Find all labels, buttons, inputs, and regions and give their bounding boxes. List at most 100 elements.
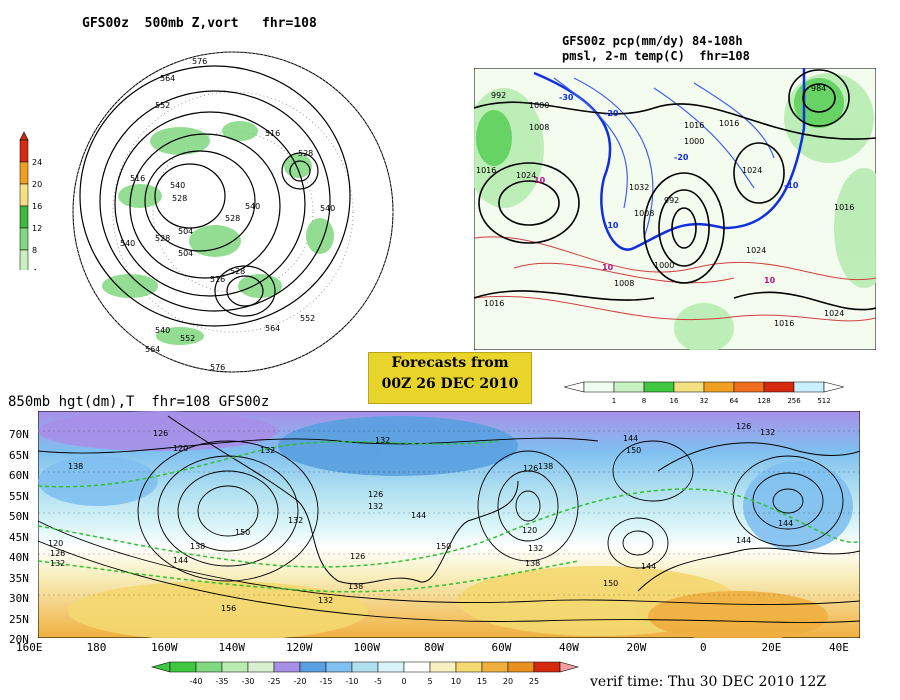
isobar-label: 1024 xyxy=(824,309,844,318)
contour-label: 150 xyxy=(235,528,250,537)
colorbar-label: 20 xyxy=(503,677,513,686)
temp-label: -10 xyxy=(784,181,799,190)
colorbar-swatch xyxy=(19,139,29,163)
colorbar-label: -25 xyxy=(267,677,280,686)
colorbar-swatch xyxy=(169,661,197,673)
contour-label: 150 xyxy=(626,446,641,455)
panel-pcp-title-1: GFS00z pcp(mm/dy) 84-108h xyxy=(562,34,743,48)
colorbar-label: -30 xyxy=(241,677,254,686)
forecast-line-2: 00Z 26 DEC 2010 xyxy=(381,376,519,392)
colorbar-swatch xyxy=(481,661,509,673)
colorbar-label: 16 xyxy=(32,202,42,211)
colorbar-swatch xyxy=(429,661,457,673)
lon-label: 80W xyxy=(424,641,444,654)
contour-label: 504 xyxy=(178,249,193,258)
colorbar-arrow-left xyxy=(563,381,585,393)
contour-label: 138 xyxy=(68,462,83,471)
contour-label: 138 xyxy=(538,462,553,471)
isobar-label: 984 xyxy=(811,84,826,93)
contour-label: 564 xyxy=(145,345,160,354)
colorbar-label: 128 xyxy=(757,397,770,405)
colorbar-label: 5 xyxy=(427,677,432,686)
contour-label: 144 xyxy=(173,556,188,565)
contour-label: 540 xyxy=(155,326,170,335)
contour-label: 516 xyxy=(210,275,225,284)
temp-label: 10 xyxy=(534,176,546,185)
contour-label: 576 xyxy=(192,57,207,66)
colorbar-label: 25 xyxy=(529,677,539,686)
colorbar-swatch xyxy=(195,661,223,673)
contour-label: 576 xyxy=(210,363,225,372)
lat-label: 45N xyxy=(9,530,29,544)
colorbar-swatch xyxy=(247,661,275,673)
isobar-label: 1016 xyxy=(774,319,794,328)
colorbar-label: 256 xyxy=(787,397,801,405)
colorbar-swatch xyxy=(733,381,765,393)
colorbar-arrow-right xyxy=(559,661,580,673)
contour-label: 126 xyxy=(368,490,383,499)
contour-label: 528 xyxy=(155,234,170,243)
isobar-label: 1024 xyxy=(742,166,762,175)
colorbar-swatch xyxy=(19,205,29,229)
contour-label: 528 xyxy=(230,267,245,276)
lon-label: 40W xyxy=(559,641,579,654)
isobar-label: 1016 xyxy=(476,166,496,175)
colorbar-label: 10 xyxy=(451,677,461,686)
lon-label: 100W xyxy=(353,641,381,654)
colorbar-label: 24 xyxy=(32,158,42,167)
contour-label: 126 xyxy=(153,429,168,438)
lat-label: 65N xyxy=(9,448,29,462)
colorbar-label: 16 xyxy=(670,397,679,405)
contour-label: 150 xyxy=(603,579,618,588)
colorbar-swatch xyxy=(533,661,561,673)
colorbar-label: 64 xyxy=(730,397,739,405)
lon-label: 140W xyxy=(218,641,246,654)
colorbar-swatch xyxy=(613,381,645,393)
colorbar-arrow-up xyxy=(19,131,29,141)
isobar-label: 1008 xyxy=(634,209,654,218)
panel-850mb-title: 850mb hgt(dm),T fhr=108 GFS00z xyxy=(8,394,270,410)
colorbar-swatch xyxy=(377,661,405,673)
contour-label: 120 xyxy=(173,444,188,453)
contour-label: 144 xyxy=(736,536,751,545)
isobar-label: 1016 xyxy=(834,203,854,212)
contour-label: 126 xyxy=(523,464,538,473)
colorbar-arrow-left xyxy=(150,661,171,673)
contour-label: 126 xyxy=(350,552,365,561)
contour-labels: 126 120 132 138 132 126 132 120 144 126 … xyxy=(48,422,793,613)
colorbar-swatch xyxy=(583,381,615,393)
contour-label: 126 xyxy=(50,549,65,558)
isobar-label: 1016 xyxy=(484,299,504,308)
lon-label: 40E xyxy=(829,641,849,654)
colorbar-label: -5 xyxy=(374,677,382,686)
contour-label: 564 xyxy=(160,74,175,83)
colorbar-label: 8 xyxy=(642,397,646,405)
contour-label: 528 xyxy=(172,194,187,203)
lon-label: 120W xyxy=(286,641,313,654)
contour-label: 540 xyxy=(245,202,260,211)
map-500mb-polar: 576 564 552 516 540 528 540 528 504 528 … xyxy=(72,51,394,373)
colorbar-label: 12 xyxy=(32,224,42,233)
lat-label: 25N xyxy=(9,612,29,626)
contour-label: 120 xyxy=(522,526,537,535)
colorbar-label: -35 xyxy=(215,677,228,686)
contour-label: 552 xyxy=(155,101,170,110)
lat-label: 35N xyxy=(9,571,29,585)
lon-label: 0 xyxy=(700,641,707,654)
isobar-label: 1000 xyxy=(654,261,674,270)
colorbar-swatch xyxy=(19,249,29,270)
contour-label: 516 xyxy=(265,129,280,138)
contour-label: 138 xyxy=(190,542,205,551)
isobar-label: 1016 xyxy=(719,119,739,128)
lon-label: 20E xyxy=(761,641,782,654)
contour-label: 120 xyxy=(48,539,63,548)
colorbar-swatch xyxy=(351,661,379,673)
colorbar-label: 32 xyxy=(700,397,709,405)
contour-label: 564 xyxy=(265,324,280,333)
lat-label: 55N xyxy=(9,489,29,503)
isobar-label: 1008 xyxy=(529,123,549,132)
precip-colorbar: 1 8 16 32 64 128 256 512 xyxy=(563,381,844,405)
temp-label: 10 xyxy=(602,263,614,272)
contour-label: 144 xyxy=(411,511,426,520)
contour-label: 132 xyxy=(760,428,775,437)
